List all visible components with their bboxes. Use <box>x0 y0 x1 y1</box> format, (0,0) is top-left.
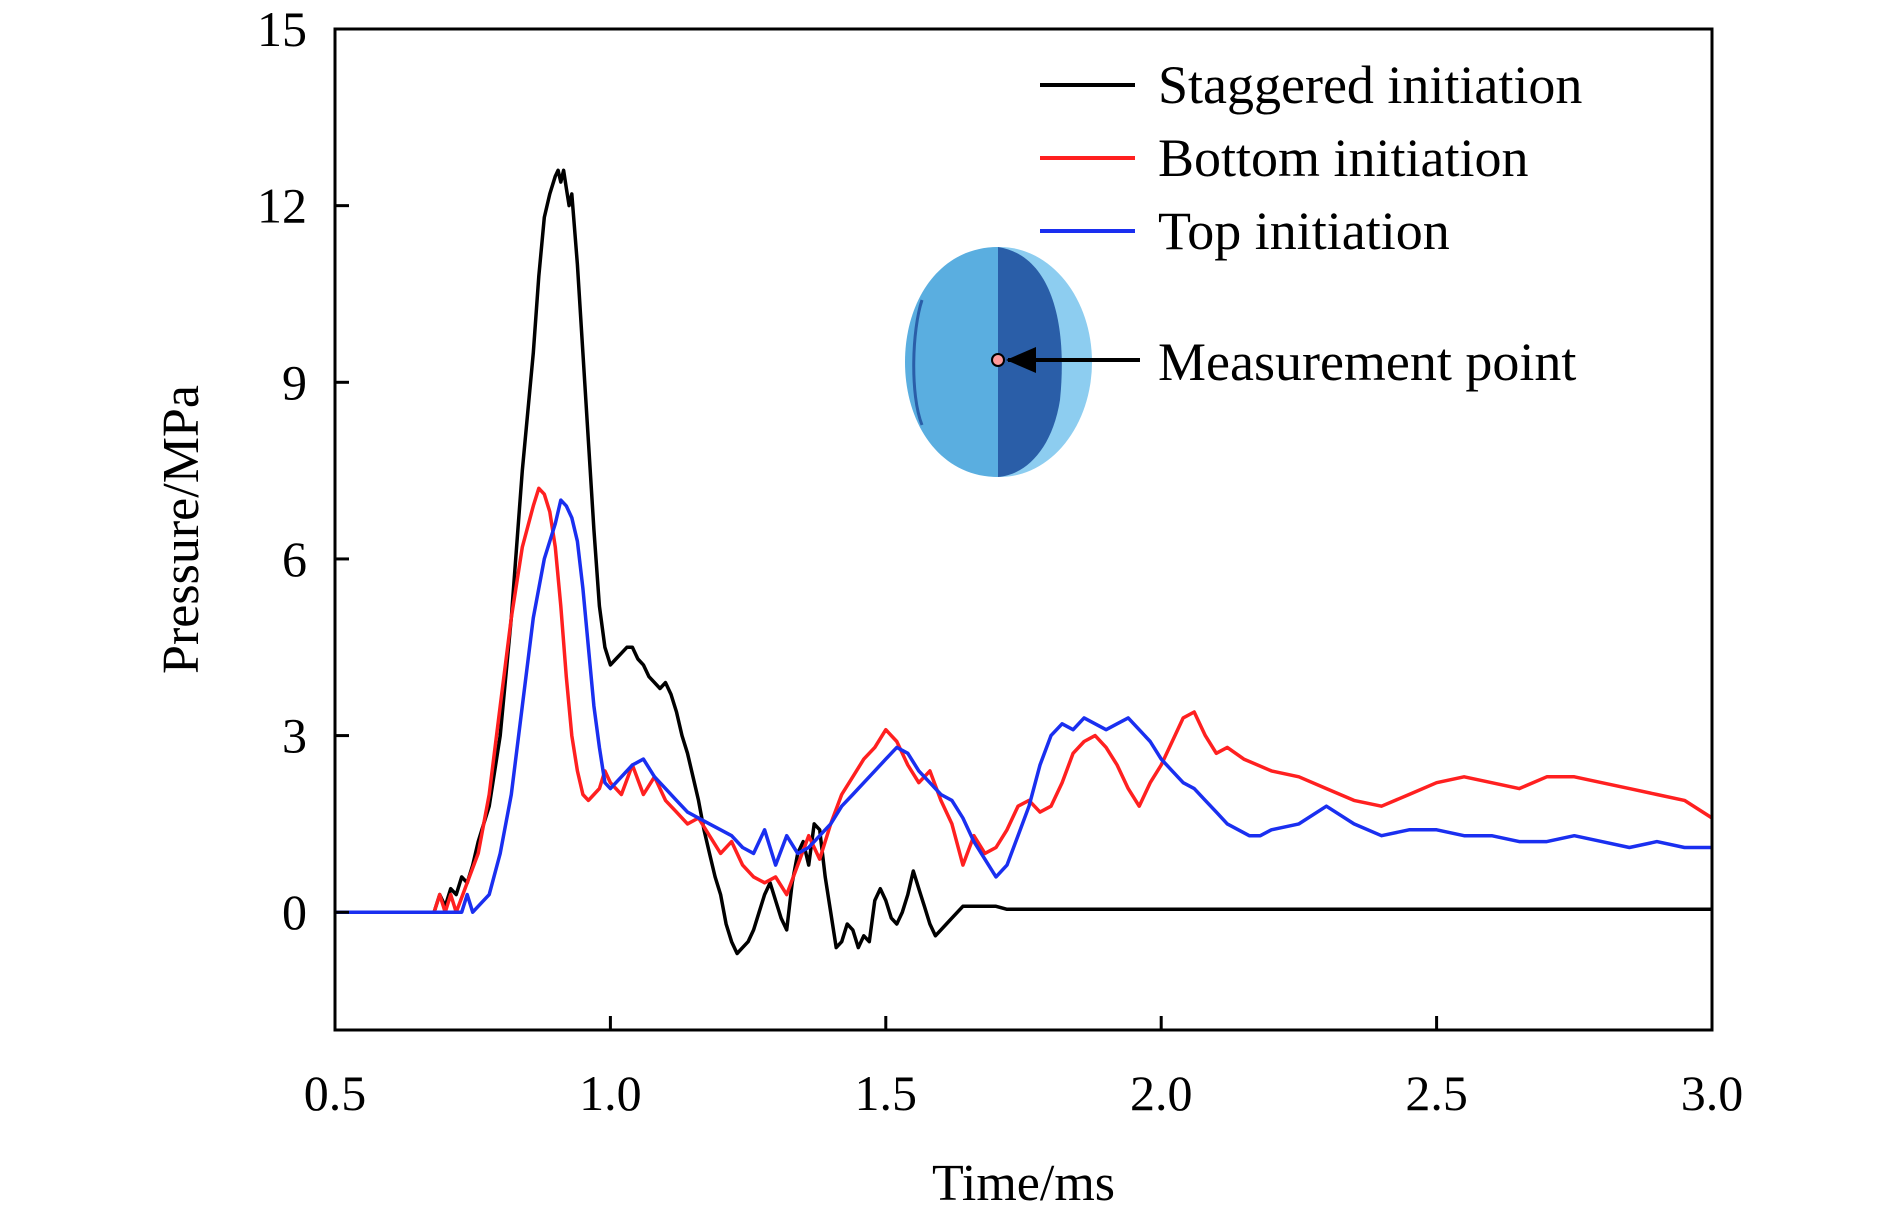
y-tick-label: 0 <box>282 884 307 940</box>
y-tick-label: 15 <box>257 1 307 57</box>
legend-label: Bottom initiation <box>1158 128 1529 188</box>
annotation-arrowhead <box>1006 347 1036 373</box>
series-lines <box>335 168 1712 956</box>
legend-label: Staggered initiation <box>1158 55 1582 115</box>
measurement-point-marker <box>991 353 1005 367</box>
x-tick-label: 1.0 <box>579 1065 642 1121</box>
y-tick-label: 6 <box>282 531 307 587</box>
series-line-top-initiation <box>335 498 1712 914</box>
sphere-inset: Measurement point <box>905 247 1576 477</box>
plot-frame <box>333 27 1714 1032</box>
x-axis-title: Time/ms <box>932 1155 1115 1212</box>
y-tick-label: 3 <box>282 708 307 764</box>
x-tick-label: 3.0 <box>1681 1065 1744 1121</box>
x-axis: 0.5 1.0 1.5 2.0 2.5 3.0 <box>304 1016 1744 1121</box>
annotation-label: Measurement point <box>1158 332 1576 392</box>
y-axis: 0 3 6 9 12 15 <box>257 1 349 940</box>
x-tick-label: 2.5 <box>1405 1065 1468 1121</box>
x-tick-label: 1.5 <box>855 1065 918 1121</box>
series-line-staggered-initiation <box>335 168 1712 956</box>
series-line-bottom-initiation <box>335 486 1712 914</box>
x-tick-label: 0.5 <box>304 1065 367 1121</box>
sphere-rim <box>912 299 924 426</box>
x-tick-label: 2.0 <box>1130 1065 1193 1121</box>
legend: Staggered initiation Bottom initiation Top… <box>1040 55 1582 261</box>
legend-label: Top initiation <box>1158 201 1450 261</box>
y-axis-title: Pressure/MPa <box>153 385 210 674</box>
y-tick-label: 9 <box>282 354 307 410</box>
y-tick-label: 12 <box>257 178 307 234</box>
sphere-front-half <box>905 247 998 477</box>
